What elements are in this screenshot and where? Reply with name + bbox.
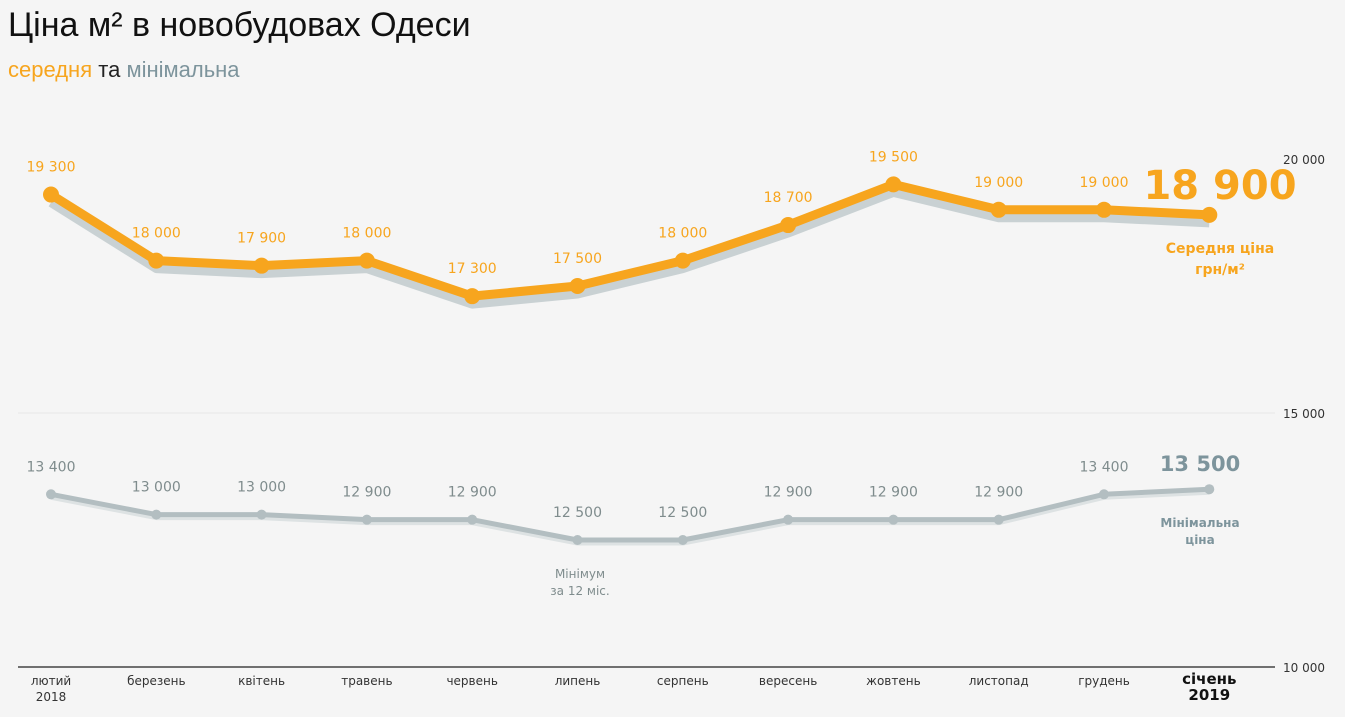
minimum-data-label: 13 400 xyxy=(27,459,76,475)
average-point xyxy=(1096,201,1112,218)
avg-annotation-line2: грн/м² xyxy=(1195,262,1245,278)
minimum-data-label: 12 900 xyxy=(869,485,918,501)
average-point xyxy=(358,252,375,269)
x-tick-label: серпень xyxy=(657,674,709,688)
minimum-note-line2: за 12 міс. xyxy=(550,584,609,598)
average-current-value: 18 900 xyxy=(1143,163,1296,209)
average-data-label: 18 000 xyxy=(132,226,181,242)
y-tick-label: 15 000 xyxy=(1283,407,1325,421)
minimum-data-label: 12 500 xyxy=(553,505,602,521)
average-point xyxy=(1201,206,1218,223)
minimum-data-label: 13 000 xyxy=(237,480,286,496)
y-tick-label: 20 000 xyxy=(1283,153,1325,167)
x-tick-year: 2018 xyxy=(36,690,67,704)
minimum-point xyxy=(256,509,267,520)
average-data-label: 17 500 xyxy=(553,251,602,267)
minimum-data-label: 12 900 xyxy=(764,485,813,501)
subtitle-average: середня xyxy=(8,57,93,82)
average-point xyxy=(885,176,902,193)
minimum-data-label: 13 000 xyxy=(132,480,181,496)
x-tick-label: жовтень xyxy=(866,674,921,688)
minimum-point xyxy=(783,514,794,525)
average-data-label: 17 300 xyxy=(448,261,497,277)
minimum-current-value: 13 500 xyxy=(1160,452,1240,476)
minimum-point xyxy=(888,514,899,525)
min-annotation-line2: ціна xyxy=(1185,533,1214,547)
x-tick-label: квітень xyxy=(238,674,285,688)
average-data-label: 18 700 xyxy=(764,190,813,206)
average-point xyxy=(674,252,691,269)
minimum-series-line xyxy=(50,486,1210,543)
x-tick-label: травень xyxy=(341,674,392,688)
average-data-label: 19 000 xyxy=(974,175,1023,191)
y-tick-label: 10 000 xyxy=(1283,661,1325,675)
average-data-label: 18 000 xyxy=(342,226,391,242)
average-point xyxy=(253,257,270,274)
minimum-data-label: 12 900 xyxy=(974,485,1023,501)
minimum-point xyxy=(677,535,688,545)
x-tick-label: січень xyxy=(1182,670,1236,688)
chart-title: Ціна м² в новобудовах Одеси xyxy=(8,6,471,44)
average-point xyxy=(990,201,1007,218)
minimum-data-label: 12 500 xyxy=(658,505,707,521)
x-tick-label: грудень xyxy=(1078,674,1130,688)
x-tick-label: листопад xyxy=(969,674,1029,688)
x-tick-label: липень xyxy=(555,674,601,688)
min-annotation-line1: Мінімальна xyxy=(1160,516,1239,530)
minimum-point xyxy=(46,489,56,500)
average-point xyxy=(148,252,165,269)
minimum-point xyxy=(467,514,478,525)
average-series-shadow xyxy=(48,187,1210,309)
minimum-series-shadow xyxy=(50,489,1210,546)
minimum-note-line1: Мінімум xyxy=(555,567,605,581)
x-tick-label: березень xyxy=(127,674,185,688)
average-data-label: 19 500 xyxy=(869,149,918,165)
subtitle-and: та xyxy=(98,57,121,82)
minimum-point xyxy=(1204,484,1215,495)
minimum-point xyxy=(361,514,372,525)
x-tick-label: лютий xyxy=(31,674,71,688)
minimum-data-label: 13 400 xyxy=(1080,459,1129,475)
minimum-point xyxy=(151,509,162,520)
average-point xyxy=(569,278,586,294)
average-series-line xyxy=(48,179,1210,301)
average-point xyxy=(43,186,59,203)
avg-annotation-line1: Середня ціна xyxy=(1166,241,1274,257)
subtitle-minimum: мінімальна xyxy=(126,57,240,82)
minimum-point xyxy=(1099,489,1109,500)
average-point xyxy=(464,288,481,305)
average-data-label: 19 000 xyxy=(1080,175,1129,191)
x-tick-label: вересень xyxy=(759,674,817,688)
minimum-data-label: 12 900 xyxy=(448,485,497,501)
x-tick-label: червень xyxy=(446,674,497,688)
average-data-label: 18 000 xyxy=(658,226,707,242)
average-data-label: 17 900 xyxy=(237,231,286,247)
minimum-data-label: 12 900 xyxy=(342,485,391,501)
minimum-point xyxy=(993,514,1004,525)
average-data-label: 19 300 xyxy=(27,160,76,176)
x-tick-year: 2019 xyxy=(1188,686,1230,704)
minimum-point xyxy=(572,535,583,545)
chart-subtitle: середня та мінімальна xyxy=(8,57,240,83)
average-point xyxy=(780,217,797,234)
